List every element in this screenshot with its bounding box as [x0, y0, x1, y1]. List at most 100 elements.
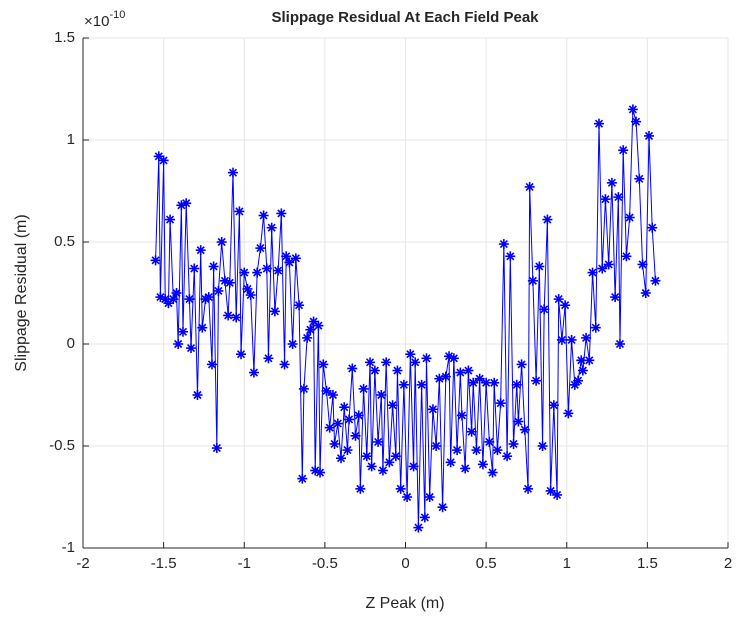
data-point	[390, 451, 401, 462]
data-point	[177, 326, 188, 337]
x-tick-label: -0.5	[312, 555, 338, 572]
data-point	[563, 408, 574, 419]
marker-stroke	[549, 401, 558, 410]
marker-stroke	[432, 441, 441, 451]
marker-stroke	[456, 368, 465, 377]
data-point	[452, 445, 463, 456]
data-point	[252, 267, 263, 278]
marker-stroke	[607, 178, 616, 187]
marker-stroke	[207, 360, 217, 369]
marker-stroke	[172, 288, 181, 298]
marker-stroke	[588, 268, 597, 277]
x-tick-label: -1.5	[151, 555, 177, 572]
marker-stroke	[585, 356, 594, 365]
data-point	[600, 194, 611, 205]
data-point	[553, 294, 564, 305]
marker-stroke	[514, 417, 523, 426]
marker-stroke	[270, 307, 279, 316]
data-point	[650, 275, 661, 286]
data-point	[207, 359, 217, 370]
marker-stroke	[488, 468, 497, 477]
marker-stroke	[351, 431, 360, 440]
marker-stroke	[485, 437, 494, 446]
data-point	[365, 357, 376, 368]
marker-stroke	[425, 492, 434, 502]
data-point	[402, 492, 413, 502]
data-point	[261, 263, 272, 274]
y-multiplier-base: ×10	[84, 13, 109, 30]
marker-stroke	[554, 295, 563, 304]
data-point	[419, 512, 430, 523]
y-tick-label: -1	[62, 539, 75, 556]
data-point	[297, 473, 308, 484]
data-point	[332, 418, 343, 429]
marker-stroke	[315, 468, 325, 477]
marker-stroke	[240, 268, 249, 277]
marker-stroke	[509, 439, 518, 449]
marker-stroke	[414, 523, 423, 532]
data-point	[487, 467, 498, 478]
marker-stroke	[493, 446, 502, 455]
data-point	[640, 288, 651, 298]
marker-stroke	[291, 254, 300, 263]
marker-stroke	[557, 335, 566, 344]
marker-stroke	[446, 458, 455, 467]
data-point	[347, 363, 358, 374]
marker-stroke	[532, 376, 541, 385]
data-point	[165, 214, 176, 225]
marker-stroke	[520, 425, 529, 434]
data-point	[336, 453, 346, 464]
marker-stroke	[591, 323, 600, 332]
data-point	[171, 288, 182, 298]
marker-stroke	[467, 427, 476, 436]
data-point	[603, 259, 614, 270]
marker-stroke	[449, 354, 458, 363]
marker-stroke	[322, 386, 331, 395]
marker-stroke	[374, 437, 383, 446]
marker-stroke	[391, 452, 400, 461]
marker-stroke	[578, 366, 587, 375]
data-point	[627, 104, 638, 115]
x-tick-label: 1.5	[637, 555, 658, 572]
data-point	[634, 173, 645, 184]
data-point	[548, 400, 559, 411]
marker-stroke	[535, 262, 544, 271]
data-point	[384, 457, 395, 468]
data-point	[197, 322, 208, 333]
data-point	[545, 485, 556, 496]
marker-stroke	[388, 401, 397, 410]
x-axis-label: Z Peak (m)	[365, 595, 444, 612]
marker-stroke	[178, 327, 188, 336]
marker-stroke	[582, 333, 591, 342]
marker-stroke	[204, 293, 213, 302]
marker-stroke	[285, 258, 294, 267]
data-point	[492, 445, 503, 456]
marker-stroke	[330, 439, 339, 449]
data-point	[342, 445, 353, 456]
data-point	[524, 181, 535, 192]
data-point	[637, 259, 648, 270]
data-point	[613, 192, 624, 203]
marker-stroke	[594, 119, 604, 128]
marker-stroke	[641, 288, 650, 298]
marker-stroke	[378, 466, 387, 475]
marker-stroke	[288, 339, 297, 349]
y-tick-label: 0.5	[54, 233, 75, 250]
data-point	[305, 324, 316, 335]
marker-stroke	[356, 484, 365, 493]
x-tick-label: 0.5	[476, 555, 497, 572]
data-point	[410, 357, 421, 368]
data-point	[606, 177, 617, 188]
data-point	[376, 390, 387, 400]
marker-stroke	[543, 215, 552, 224]
data-point	[366, 461, 377, 472]
data-point	[437, 502, 448, 513]
marker-stroke	[598, 264, 607, 273]
marker-stroke	[475, 374, 484, 383]
data-point	[460, 463, 471, 474]
marker-stroke	[236, 350, 246, 359]
marker-stroke	[259, 211, 268, 220]
data-point	[245, 290, 256, 301]
data-point	[216, 237, 227, 247]
marker-stroke	[614, 193, 623, 202]
